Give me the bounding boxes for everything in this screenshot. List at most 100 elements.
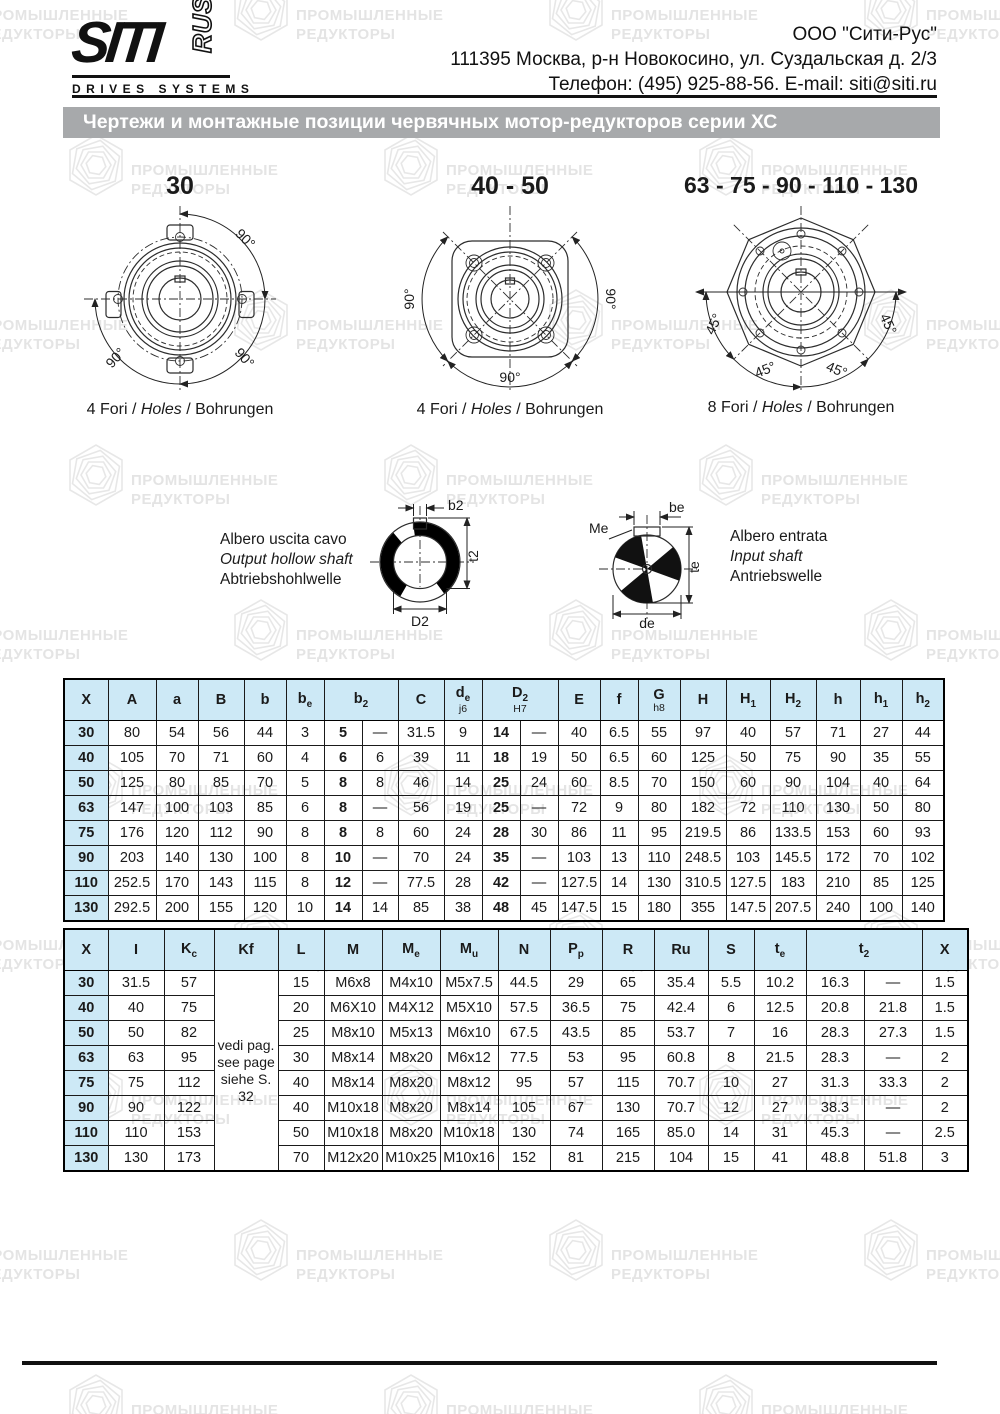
column-header: Kf: [213, 928, 279, 971]
watermark-text: ПРОМЫШЛЕННЫЕ РЕДУКТОРЫ: [926, 1246, 1000, 1284]
table-row: 50 50 82 25 M8x10 M5x13 M6x10 67.5 43.5 85 53.7 7 16…: [63, 1020, 969, 1046]
table-cell: 14: [707, 1120, 755, 1146]
column-header: E: [557, 678, 601, 721]
table-cell: 1.5: [921, 995, 969, 1021]
table-cell: 115: [243, 870, 287, 896]
table-cell: 130: [815, 795, 861, 821]
label-german: Abtriebshohlwelle: [220, 571, 342, 588]
table-cell: 10: [707, 1070, 755, 1096]
angle-label-90: 90°: [102, 344, 128, 370]
table-cell: 6: [285, 795, 325, 821]
table-cell: 28.3: [805, 1045, 865, 1071]
watermark: ПРОМЫШЛЕННЫЕ РЕДУКТОРЫ: [380, 127, 593, 203]
table-cell: 57: [769, 720, 817, 746]
table-cell: 71: [815, 720, 861, 746]
table-cell: 10: [285, 895, 325, 922]
table-cell: 97: [679, 720, 727, 746]
column-header: de j6: [443, 678, 483, 721]
column-header: C: [397, 678, 445, 721]
row-header-size: 50: [63, 770, 109, 796]
table-cell: 8: [285, 870, 325, 896]
angle-label-90: 90°: [603, 288, 619, 309]
table-cell: 105: [107, 745, 157, 771]
table-cell: 155: [197, 895, 245, 922]
table-cell: 103: [725, 845, 771, 871]
table-cell: 30: [277, 1045, 325, 1071]
column-header: Mu: [439, 928, 499, 971]
table-cell: M4X12: [381, 995, 441, 1021]
table-cell: 80: [155, 770, 199, 796]
table-cell: 10.2: [753, 970, 807, 996]
hexagon-gear-icon: [234, 0, 288, 41]
table-cell: 24: [519, 770, 559, 796]
table-cell: M8x14: [323, 1045, 383, 1071]
table-cell: 48.8: [805, 1145, 865, 1172]
table-cell: 130: [197, 845, 245, 871]
table-cell: 102: [901, 845, 945, 871]
kf-reference-line: 32: [238, 1087, 254, 1104]
table-cell: 45.3: [805, 1120, 865, 1146]
table-cell: 70: [277, 1145, 325, 1172]
table-cell: 183: [769, 870, 817, 896]
table-cell: 173: [163, 1145, 215, 1172]
table-cell: M10x18: [439, 1120, 499, 1146]
column-header: R: [601, 928, 655, 971]
table-cell: 147.5: [557, 895, 601, 922]
table-cell: 150: [679, 770, 727, 796]
table-cell: 67.5: [497, 1020, 551, 1046]
table-cell: 4: [285, 745, 325, 771]
table-cell: 8: [707, 1045, 755, 1071]
label-italian: Albero entrata: [730, 528, 828, 545]
table-cell: 14: [361, 895, 399, 922]
dim-label-de: de: [639, 615, 655, 630]
drawing-title: 30: [166, 172, 194, 200]
table-cell: —: [863, 1095, 923, 1121]
drawing-caption: 4 Fori / Holes / Bohrungen: [388, 401, 632, 419]
column-header: X: [921, 928, 969, 971]
watermark-line: РЕДУКТОРЫ: [446, 181, 546, 198]
caption-holes: Holes: [140, 401, 182, 418]
table-row: 30 31.5 57 vedi pag. see page siehe S. 32 15 M6x…: [63, 970, 969, 1172]
watermark-text: ПРОМЫШЛЕННЫЕ РЕДУКТОРЫ: [0, 626, 128, 664]
column-header: Ru: [653, 928, 709, 971]
table-cell: 165: [601, 1120, 655, 1146]
table-cell: 100: [859, 895, 903, 922]
table-row: 110 252.5 170 143 115 8 12—77.5 28 42—127.5 14 130…: [63, 870, 945, 896]
table-cell: 57: [163, 970, 215, 996]
table-cell: 147.5: [725, 895, 771, 922]
kf-reference-line: siehe S.: [220, 1070, 272, 1087]
table-cell: 11: [443, 745, 483, 771]
table-cell: 50: [277, 1120, 325, 1146]
table-cell: 110: [769, 795, 817, 821]
table-cell: 33.3: [863, 1070, 923, 1096]
table-cell: 72: [557, 795, 601, 821]
table-cell: 95: [497, 1070, 551, 1096]
table-cell: 72: [725, 795, 771, 821]
table-cell: 2: [921, 1045, 969, 1071]
table-cell: 90: [815, 745, 861, 771]
table-cell: 6: [707, 995, 755, 1021]
table-cell: 53.7: [653, 1020, 709, 1046]
table-cell: 54: [155, 720, 199, 746]
watermark-text: ПРОМЫШЛЕННЫЕ РЕДУКТОРЫ: [926, 6, 1000, 44]
row-header-size: 130: [63, 1145, 109, 1172]
table-cell: 3: [285, 720, 325, 746]
watermark-line: ПРОМЫШЛЕННЫЕ: [0, 1247, 129, 1264]
watermark-line: ПРОМЫШЛЕННЫЕ: [296, 7, 444, 24]
table-row: 75 176 120 112 90 8 8 8 60 24 28 30 86 11 95 219.5 86 133…: [63, 820, 945, 846]
watermark-line: ПРОМЫШЛЕННЫЕ: [446, 162, 594, 179]
table-cell: 86: [725, 820, 771, 846]
table-cell: 50: [107, 1020, 165, 1046]
hexagon-gear-icon: [864, 289, 918, 351]
table-cell: 31.5: [397, 720, 445, 746]
table-cell: 85: [243, 795, 287, 821]
label-italian: Albero uscita cavo: [220, 531, 347, 548]
table-cell: 95: [601, 1045, 655, 1071]
caption-holes: Holes: [761, 399, 803, 416]
table-cell: 82: [163, 1020, 215, 1046]
flange-63-130-figure: 45° 45° 45° 45°: [695, 206, 907, 391]
